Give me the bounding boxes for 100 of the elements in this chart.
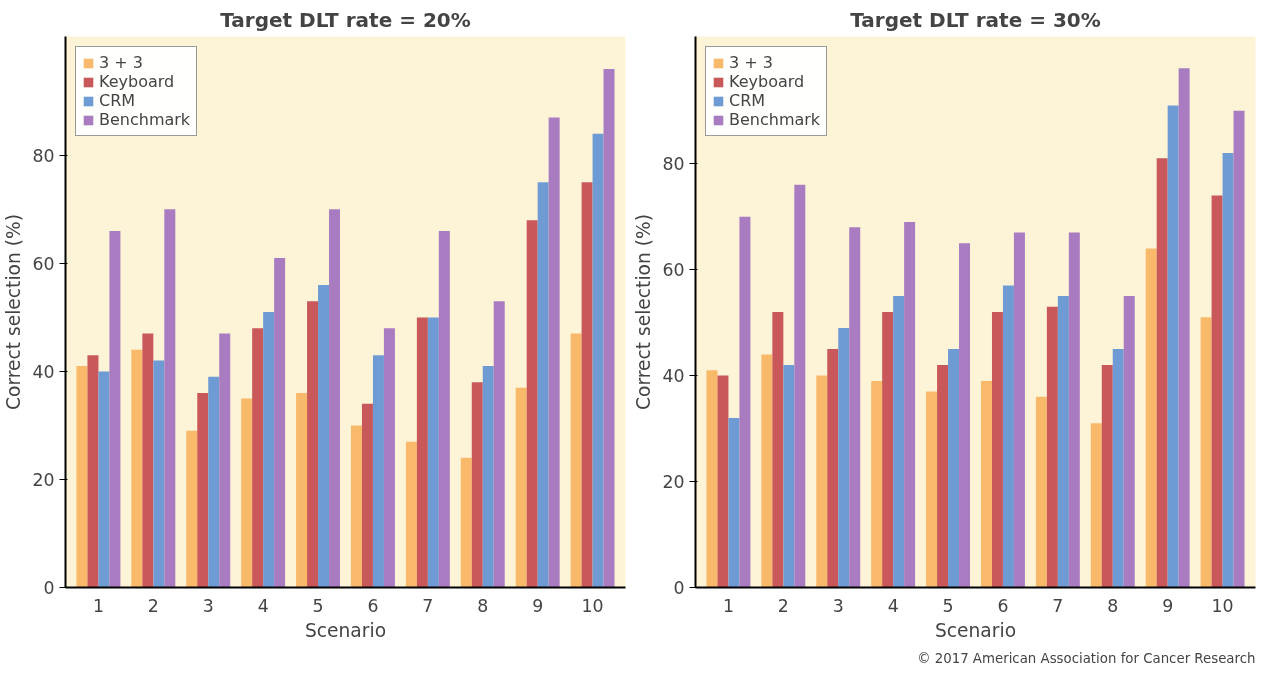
x-tick-label: 5 <box>312 595 324 616</box>
bar <box>307 301 319 588</box>
x-tick-label: 4 <box>887 595 899 616</box>
bar <box>197 393 209 588</box>
x-tick-label: 10 <box>1211 595 1234 616</box>
bar <box>1156 158 1168 588</box>
x-tick-label: 10 <box>581 595 604 616</box>
bar <box>318 284 330 588</box>
bar <box>263 312 275 588</box>
bar <box>772 312 784 588</box>
y-tick-label: 20 <box>32 469 55 490</box>
bar <box>274 257 286 588</box>
bar <box>76 366 88 588</box>
bar <box>405 441 417 588</box>
bar <box>739 216 751 588</box>
bar <box>893 296 905 588</box>
bar <box>438 230 450 588</box>
bar <box>252 328 264 588</box>
x-tick-label: 9 <box>1162 595 1174 616</box>
bar <box>1090 423 1102 588</box>
bar <box>427 317 439 588</box>
bar <box>208 376 220 588</box>
bar <box>991 312 1003 588</box>
legend-label: Benchmark <box>729 110 821 129</box>
bar <box>1178 68 1190 588</box>
bar <box>816 375 828 588</box>
bar <box>219 333 231 588</box>
x-tick-label: 8 <box>477 595 489 616</box>
chart-title: Target DLT rate = 30% <box>850 7 1101 32</box>
y-tick-label: 0 <box>673 578 685 598</box>
x-tick-label: 4 <box>257 595 269 616</box>
bar <box>361 403 373 588</box>
text: © 2017 American Association for Cancer Research <box>917 650 1256 666</box>
y-tick-label: 80 <box>32 145 55 166</box>
legend-label: Keyboard <box>729 72 805 91</box>
y-tick-label: 40 <box>32 361 55 382</box>
bar <box>515 387 527 588</box>
bar <box>1222 153 1234 588</box>
y-tick-label: 40 <box>662 366 685 387</box>
bar <box>1123 296 1135 588</box>
chart-title: Target DLT rate = 20% <box>220 7 471 32</box>
bar <box>164 209 176 588</box>
bar <box>482 366 494 588</box>
bar <box>959 243 971 588</box>
bar <box>717 375 729 588</box>
bar <box>87 355 99 588</box>
x-tick-label: 2 <box>777 595 789 616</box>
bar <box>838 327 850 588</box>
bar <box>153 360 165 588</box>
bar <box>849 227 861 588</box>
bar <box>383 328 395 588</box>
x-tick-label: 1 <box>722 595 734 616</box>
x-tick-label: 2 <box>147 595 159 616</box>
legend-label: CRM <box>99 91 136 110</box>
bar <box>460 457 472 588</box>
bar <box>871 380 883 588</box>
bar <box>603 68 615 588</box>
bar <box>241 398 253 588</box>
bar <box>1233 110 1245 588</box>
bar <box>581 182 593 588</box>
y-tick-label: 60 <box>662 260 685 281</box>
bar <box>1057 296 1069 588</box>
bar <box>1035 396 1047 588</box>
bar <box>1068 232 1080 588</box>
bar <box>526 220 538 588</box>
y-tick-label: 0 <box>43 578 55 598</box>
bar <box>1211 195 1223 588</box>
x-tick-label: 6 <box>997 595 1009 616</box>
bar <box>948 349 960 588</box>
x-tick-label: 9 <box>532 595 544 616</box>
bar <box>761 354 773 588</box>
bar <box>109 230 121 588</box>
bar <box>926 391 938 588</box>
bar <box>416 317 428 588</box>
legend-label: 3 + 3 <box>729 53 773 72</box>
bar <box>142 333 154 588</box>
x-tick-label: 7 <box>1052 595 1064 616</box>
bar <box>706 370 718 588</box>
bar <box>131 349 143 588</box>
y-tick-label: 20 <box>662 472 685 493</box>
x-axis-title: Scenario <box>304 619 387 641</box>
legend-label: Keyboard <box>99 72 175 91</box>
legend-label: 3 + 3 <box>99 53 143 72</box>
bar <box>548 117 560 588</box>
bar <box>1046 306 1058 588</box>
bar <box>1145 248 1157 588</box>
y-tick-label: 80 <box>662 154 685 175</box>
bar <box>904 221 916 588</box>
bar <box>1002 285 1014 588</box>
bar <box>1112 349 1124 588</box>
x-tick-label: 3 <box>202 595 214 616</box>
x-tick-label: 7 <box>422 595 434 616</box>
bar <box>1200 317 1212 588</box>
legend-label: Benchmark <box>99 110 191 129</box>
bar <box>728 417 740 588</box>
bar <box>471 382 483 588</box>
bar <box>1013 232 1025 588</box>
x-tick-label: 6 <box>367 595 379 616</box>
bar <box>1167 105 1179 588</box>
x-tick-label: 8 <box>1107 595 1119 616</box>
